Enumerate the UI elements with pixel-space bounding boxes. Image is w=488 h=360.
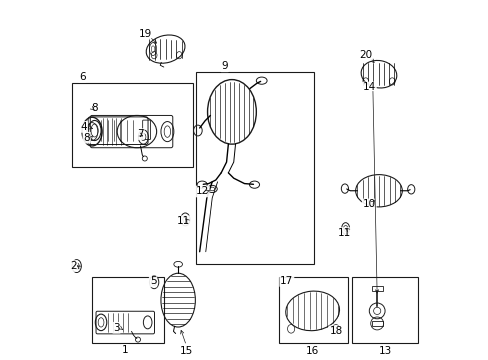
Text: 12: 12	[195, 186, 208, 197]
Text: 5: 5	[149, 276, 156, 287]
Bar	[371, 286, 382, 291]
Bar	[351, 277, 418, 343]
Bar	[196, 72, 314, 264]
Bar	[72, 83, 192, 167]
Text: 13: 13	[378, 346, 391, 356]
Text: 8: 8	[83, 133, 90, 143]
Text: 11: 11	[177, 216, 190, 226]
Text: 18: 18	[328, 326, 342, 336]
Bar	[92, 277, 163, 343]
Text: 14: 14	[362, 82, 375, 93]
Text: 2: 2	[70, 261, 77, 271]
Text: 1: 1	[122, 345, 128, 355]
Text: 16: 16	[305, 346, 319, 356]
Text: 6: 6	[79, 72, 85, 82]
Text: 3: 3	[113, 323, 120, 333]
Bar	[371, 320, 382, 326]
Text: 19: 19	[139, 29, 152, 39]
Text: 20: 20	[358, 50, 371, 60]
Bar	[278, 277, 348, 343]
Text: 9: 9	[221, 61, 227, 71]
Text: 8: 8	[91, 103, 98, 113]
Text: 10: 10	[362, 199, 375, 210]
Text: 7: 7	[137, 129, 143, 139]
Text: 15: 15	[180, 346, 193, 356]
Text: 11: 11	[338, 228, 351, 238]
Text: 4: 4	[81, 122, 87, 132]
Text: 17: 17	[280, 276, 293, 286]
